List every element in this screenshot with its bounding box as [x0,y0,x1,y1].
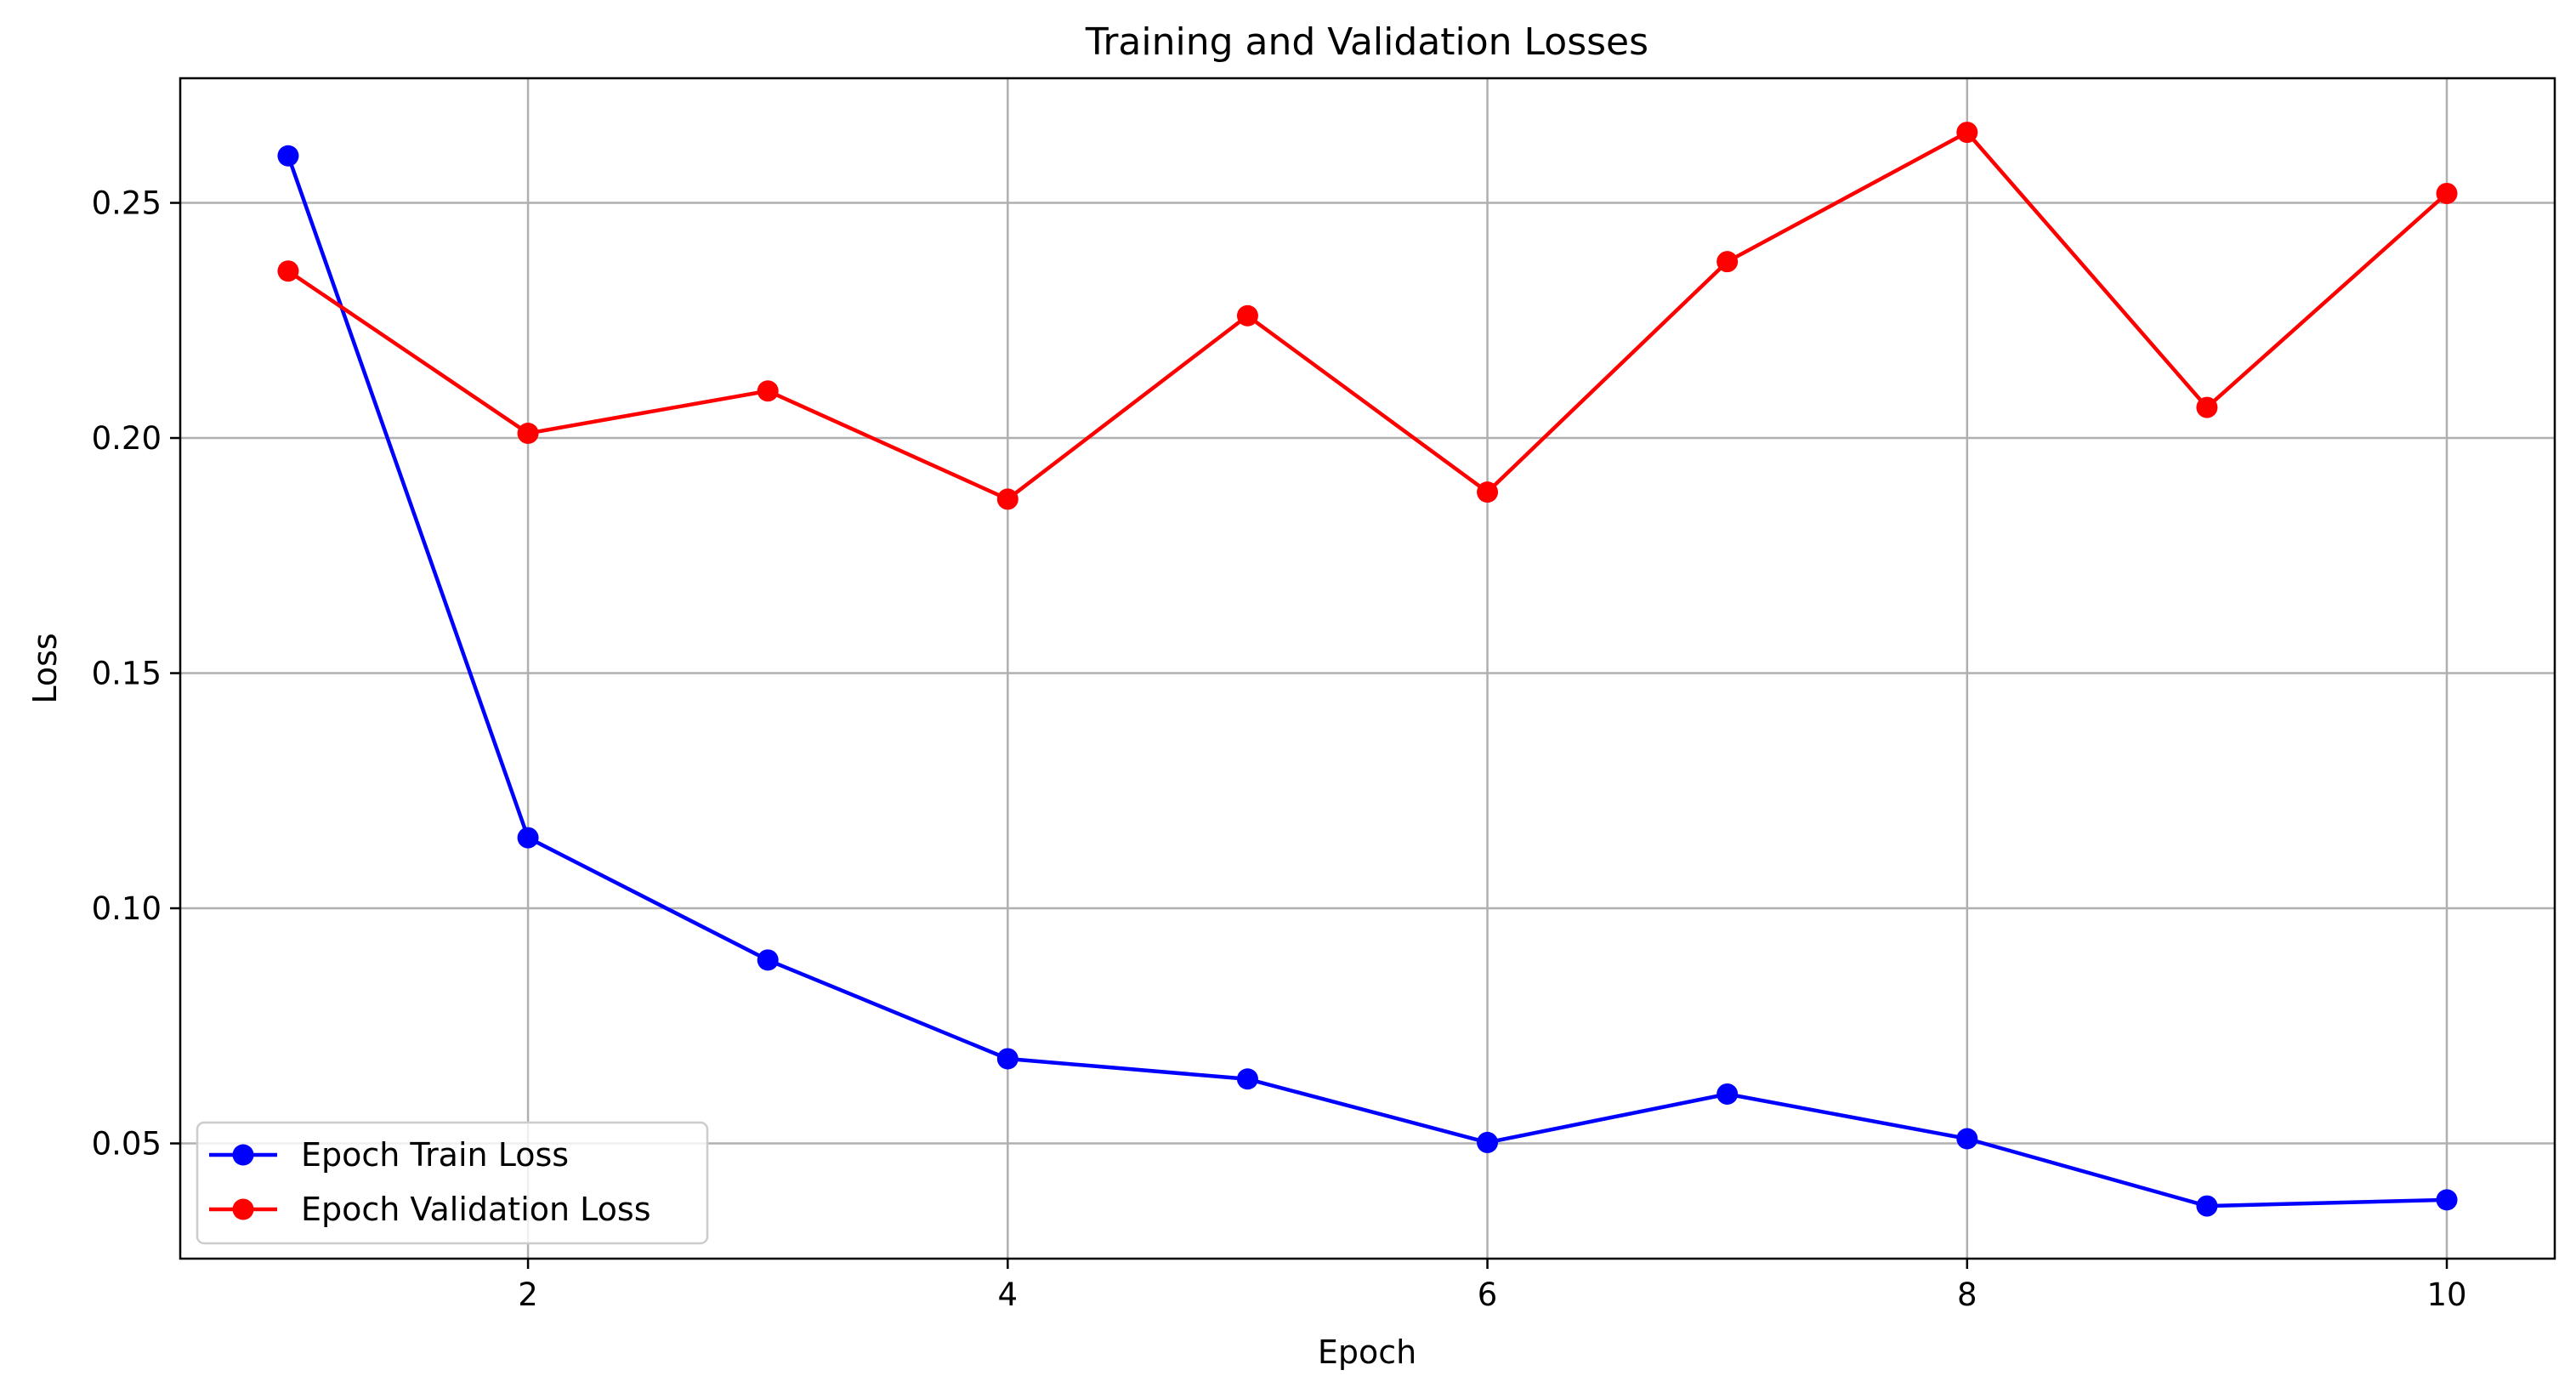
x-tick-label: 6 [1478,1276,1498,1313]
data-point [1716,1083,1739,1105]
data-point [517,827,539,849]
data-point [2196,396,2218,418]
grid-lines [180,78,2555,1259]
data-point [1956,1128,1978,1150]
data-point [757,949,779,971]
data-point [1477,481,1499,503]
series-line-2 [287,130,2448,502]
data-point [2196,1195,2218,1217]
data-point [996,1048,1018,1070]
y-tick-label: 0.20 [92,420,162,457]
y-tick-label: 0.15 [92,656,162,692]
y-tick-label: 0.10 [92,890,162,927]
y-tick-label: 0.25 [92,185,162,222]
legend-label: Epoch Validation Loss [301,1191,651,1228]
legend-label: Epoch Train Loss [301,1136,569,1174]
data-point [1956,122,1978,144]
data-point [277,260,299,282]
data-point [1477,1131,1499,1153]
legend-swatch-marker [232,1144,254,1166]
x-axis-label: Epoch [1318,1333,1416,1371]
data-point [2436,1189,2458,1211]
x-tick-label: 10 [2426,1276,2466,1313]
data-point [2436,182,2458,204]
series-layer [277,122,2458,1217]
data-point [1236,304,1258,327]
legend-box [196,1121,709,1245]
legend: Epoch Train Loss Epoch Validation Loss [196,1121,709,1245]
legend-swatch-marker [232,1198,254,1220]
data-point [1236,1068,1258,1090]
data-point [277,145,299,167]
y-tick-label: 0.05 [92,1126,162,1163]
series-line-1 [286,155,2448,1208]
data-point [757,380,779,402]
data-point [996,488,1018,510]
axis-ticks: 2 4 6 8 10 0.05 0.10 0.15 0.20 0.25 [92,185,2467,1313]
data-point [517,423,539,445]
x-tick-label: 8 [1957,1276,1977,1313]
y-axis-label: Loss [26,633,64,703]
x-tick-label: 2 [518,1276,538,1313]
chart-title: Training and Validation Losses [1085,20,1648,64]
data-point [1716,251,1739,273]
plot-frame [179,77,2556,1260]
x-tick-label: 4 [998,1276,1018,1313]
